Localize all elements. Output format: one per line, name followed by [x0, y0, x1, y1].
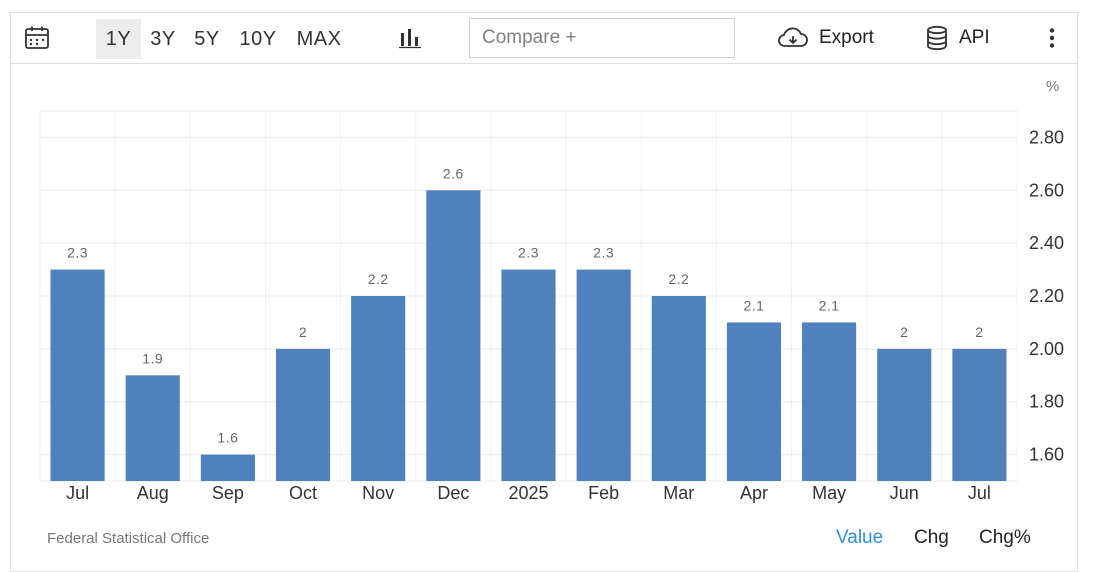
x-tick-label: Jul	[66, 483, 89, 503]
compare-input[interactable]	[469, 18, 735, 58]
bar-chart: 1.60 1.80 2.00 2.20 2.40 2.60 2.80 2.3 Jul 1.9 Aug…	[39, 110, 1064, 503]
data-label: 2.1	[819, 297, 840, 313]
range-1y-button[interactable]: 1Y	[96, 19, 141, 59]
x-tick-label: Oct	[289, 483, 317, 503]
bar	[802, 322, 857, 481]
bar	[351, 296, 406, 481]
range-3y-button[interactable]: 3Y	[150, 27, 176, 50]
data-label: 2.3	[67, 245, 88, 261]
bar	[275, 348, 331, 481]
y-tick-label: 1.60	[1029, 445, 1064, 465]
bar	[50, 269, 105, 481]
bar	[125, 375, 180, 481]
y-tick-label: 1.80	[1029, 392, 1064, 412]
bar	[426, 190, 481, 482]
api-label: API	[959, 27, 990, 48]
cloud-download-icon	[778, 27, 808, 47]
api-button[interactable]: API	[925, 13, 990, 63]
x-tick-label: Feb	[588, 483, 619, 503]
data-label: 2.2	[668, 271, 689, 287]
data-label: 2	[900, 324, 908, 340]
bar	[576, 269, 631, 481]
tab-chg[interactable]: Chg	[914, 527, 949, 548]
data-label: 1.9	[142, 350, 163, 366]
x-tick-label: Sep	[212, 483, 244, 503]
x-tick-label: Dec	[437, 483, 469, 503]
unit-label: %	[1046, 78, 1060, 95]
data-label: 2.2	[368, 271, 389, 287]
database-icon	[927, 25, 947, 51]
x-tick-label: Jul	[968, 483, 991, 503]
bar	[726, 322, 782, 481]
x-tick-label: Apr	[740, 483, 768, 503]
range-max-button[interactable]: MAX	[296, 27, 342, 50]
data-label: 1.6	[217, 430, 238, 446]
tab-chg-percent[interactable]: Chg%	[979, 527, 1031, 548]
x-tick-label: Jun	[890, 483, 919, 503]
bar	[501, 269, 556, 481]
data-label: 2.3	[518, 245, 539, 261]
toolbar: 1Y 3Y 5Y 10Y MAX Export API	[10, 12, 1078, 64]
x-tick-label: Aug	[137, 483, 169, 503]
x-tick-label: Mar	[663, 483, 694, 503]
x-tick-label: 2025	[508, 483, 548, 503]
bar	[952, 348, 1007, 481]
data-label: 2.3	[593, 245, 614, 261]
export-label: Export	[819, 27, 874, 48]
x-tick-label: May	[812, 483, 846, 503]
y-tick-label: 2.60	[1029, 180, 1064, 200]
range-10y-button[interactable]: 10Y	[239, 27, 277, 50]
more-options-icon[interactable]	[1039, 13, 1065, 63]
data-label: 2.6	[443, 165, 464, 181]
export-button[interactable]: Export	[777, 13, 874, 63]
tab-value[interactable]: Value	[836, 527, 884, 548]
data-label: 2	[299, 324, 307, 340]
y-tick-label: 2.00	[1029, 339, 1064, 359]
source-label: Federal Statistical Office	[47, 530, 210, 547]
y-tick-label: 2.40	[1029, 233, 1064, 253]
data-label: 2.1	[743, 297, 764, 313]
range-5y-button[interactable]: 5Y	[194, 27, 220, 50]
bar	[651, 296, 706, 481]
bar	[200, 454, 255, 481]
x-tick-label: Nov	[362, 483, 394, 503]
calendar-icon[interactable]	[23, 13, 51, 63]
y-tick-label: 2.80	[1029, 127, 1064, 147]
y-tick-label: 2.20	[1029, 286, 1064, 306]
bar-chart-type-icon[interactable]	[397, 13, 423, 63]
bar	[877, 348, 932, 481]
data-label: 2	[975, 324, 983, 340]
